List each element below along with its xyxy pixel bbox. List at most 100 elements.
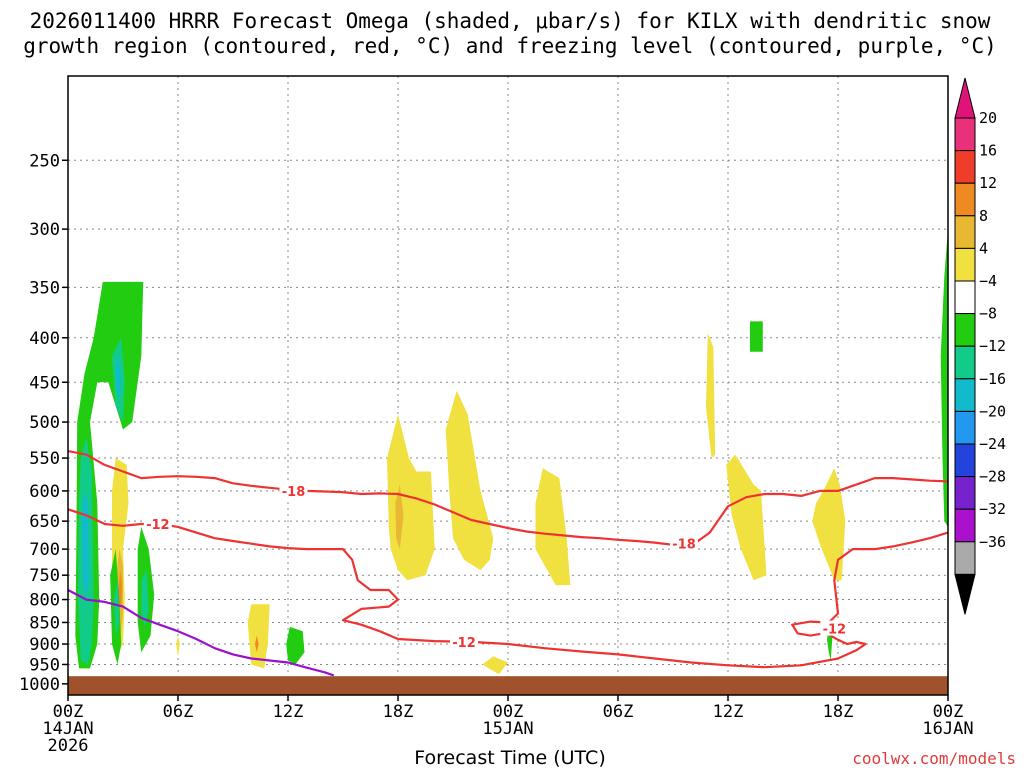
colorbar-label: 8 <box>979 207 988 225</box>
omega-region-1 <box>445 390 494 571</box>
colorbar-swatch-6 <box>954 313 976 347</box>
y-tick-label: 750 <box>29 566 60 586</box>
contour-label-secondary: -12 <box>823 623 847 638</box>
x-tick-label: 00Z <box>493 702 524 722</box>
colorbar-label: −12 <box>979 337 1006 355</box>
omega-region-18 <box>81 490 90 600</box>
contour-line--18 <box>67 450 949 548</box>
y-axis-ticks: 2503003504004505005506006507007508008509… <box>19 151 68 695</box>
contour-line--12 <box>67 508 949 669</box>
x-tick-label: 18Z <box>383 702 414 722</box>
colorbar-label: 12 <box>979 174 997 192</box>
y-tick-label: 950 <box>29 655 60 675</box>
colorbar-bottom-arrow <box>954 573 976 615</box>
x-tick-label: 15JAN <box>482 719 533 739</box>
contour-label-bg <box>670 535 698 551</box>
chart-title-line-1: 2026011400 HRRR Forecast Omega (shaded, … <box>30 9 991 33</box>
y-tick-label: 250 <box>29 151 60 171</box>
omega-region-4 <box>726 454 767 581</box>
contour-label-bg <box>820 620 849 636</box>
y-tick-label: 700 <box>29 540 60 560</box>
ground-surface <box>68 676 948 695</box>
y-tick-label: 800 <box>29 591 60 611</box>
colorbar-label: −20 <box>979 402 1006 420</box>
y-tick-label: 850 <box>29 613 60 633</box>
x-tick-label: 00Z <box>53 702 84 722</box>
x-tick-label: 06Z <box>163 702 194 722</box>
contour-label-secondary: -18 <box>672 538 696 553</box>
colorbar-top-arrow <box>954 77 976 119</box>
colorbar-swatch-4 <box>954 247 976 282</box>
colorbar-swatch-13 <box>954 541 976 575</box>
x-tick-label: 2026 <box>48 736 89 756</box>
x-tick-label: 00Z <box>933 702 964 722</box>
omega-region-24 <box>750 321 763 352</box>
y-tick-label: 650 <box>29 512 60 532</box>
x-tick-label: 16JAN <box>922 719 973 739</box>
y-tick-label: 400 <box>29 329 60 349</box>
x-tick-label: 18Z <box>823 702 854 722</box>
colorbar-label: −8 <box>979 305 997 323</box>
colorbar-label: −28 <box>979 468 1006 486</box>
colorbar-label: 20 <box>979 109 997 127</box>
x-tick-label: 12Z <box>273 702 304 722</box>
contour-label-bg <box>279 482 308 498</box>
omega-region-3 <box>706 333 716 459</box>
y-tick-label: 1000 <box>19 675 60 695</box>
omega-region-22 <box>141 570 149 627</box>
omega-region-16 <box>115 356 122 399</box>
omega-region-12 <box>482 656 508 675</box>
colorbar-swatch-9 <box>954 410 976 445</box>
chart-title-line-2: growth region (contoured, red, °C) and f… <box>23 34 997 58</box>
contour-label-secondary: -12 <box>452 636 476 651</box>
colorbar-label: −32 <box>979 500 1006 518</box>
colorbar-swatch-3 <box>954 215 976 249</box>
y-tick-label: 550 <box>29 449 60 469</box>
colorbar-swatch-11 <box>954 476 976 510</box>
x-tick-label: 12Z <box>713 702 744 722</box>
colorbar-swatch-0 <box>954 117 976 152</box>
freezing-level-line <box>67 589 335 677</box>
omega-region-10 <box>255 635 259 653</box>
contour-label--18: -18 <box>282 485 306 500</box>
colorbar-swatch-12 <box>954 508 976 543</box>
y-tick-label: 900 <box>29 635 60 655</box>
omega-region-13 <box>395 484 404 550</box>
omega-region-23 <box>286 626 305 665</box>
gridlines <box>68 76 948 695</box>
x-axis-label: Forecast Time (UTC) <box>414 747 605 768</box>
colorbar-label: 16 <box>979 142 997 160</box>
colorbar-label: −16 <box>979 370 1006 388</box>
x-tick-label: 06Z <box>603 702 634 722</box>
credit-text: coolwx.com/models <box>852 749 1016 768</box>
contour-label--12: -12 <box>146 518 170 533</box>
x-tick-label: 14JAN <box>42 719 93 739</box>
colorbar-label: −36 <box>979 533 1006 551</box>
plot-background <box>68 76 948 695</box>
y-tick-label: 300 <box>29 220 60 240</box>
colorbar-swatch-1 <box>954 150 976 184</box>
y-tick-label: 600 <box>29 482 60 502</box>
omega-region-9 <box>247 604 270 669</box>
omega-region-2 <box>535 468 571 586</box>
omega-region-5 <box>812 468 846 581</box>
contour-label-bg <box>450 633 478 649</box>
colorbar-swatch-5 <box>954 280 976 315</box>
colorbar-swatch-10 <box>954 443 976 478</box>
omega-region-26 <box>940 229 948 527</box>
y-tick-label: 350 <box>29 278 60 298</box>
y-tick-label: 500 <box>29 413 60 433</box>
y-tick-label: 450 <box>29 373 60 393</box>
omega-region-8 <box>118 570 123 609</box>
omega-colorbar: 20 16 12 8 4 −4 −8 −12 −16 −20 −24 −28 −32 −36 <box>954 77 1006 615</box>
colorbar-swatch-2 <box>954 182 976 217</box>
omega-region-20 <box>113 580 120 636</box>
colorbar-label: −24 <box>979 435 1006 453</box>
colorbar-label: 4 <box>979 239 988 257</box>
dendritic-temperature-contours: -18 -12 -12 -18 -12 <box>67 450 949 669</box>
contour-label-bg <box>143 516 172 532</box>
freezing-level-contour <box>67 589 335 677</box>
colorbar-swatch-7 <box>954 345 976 380</box>
